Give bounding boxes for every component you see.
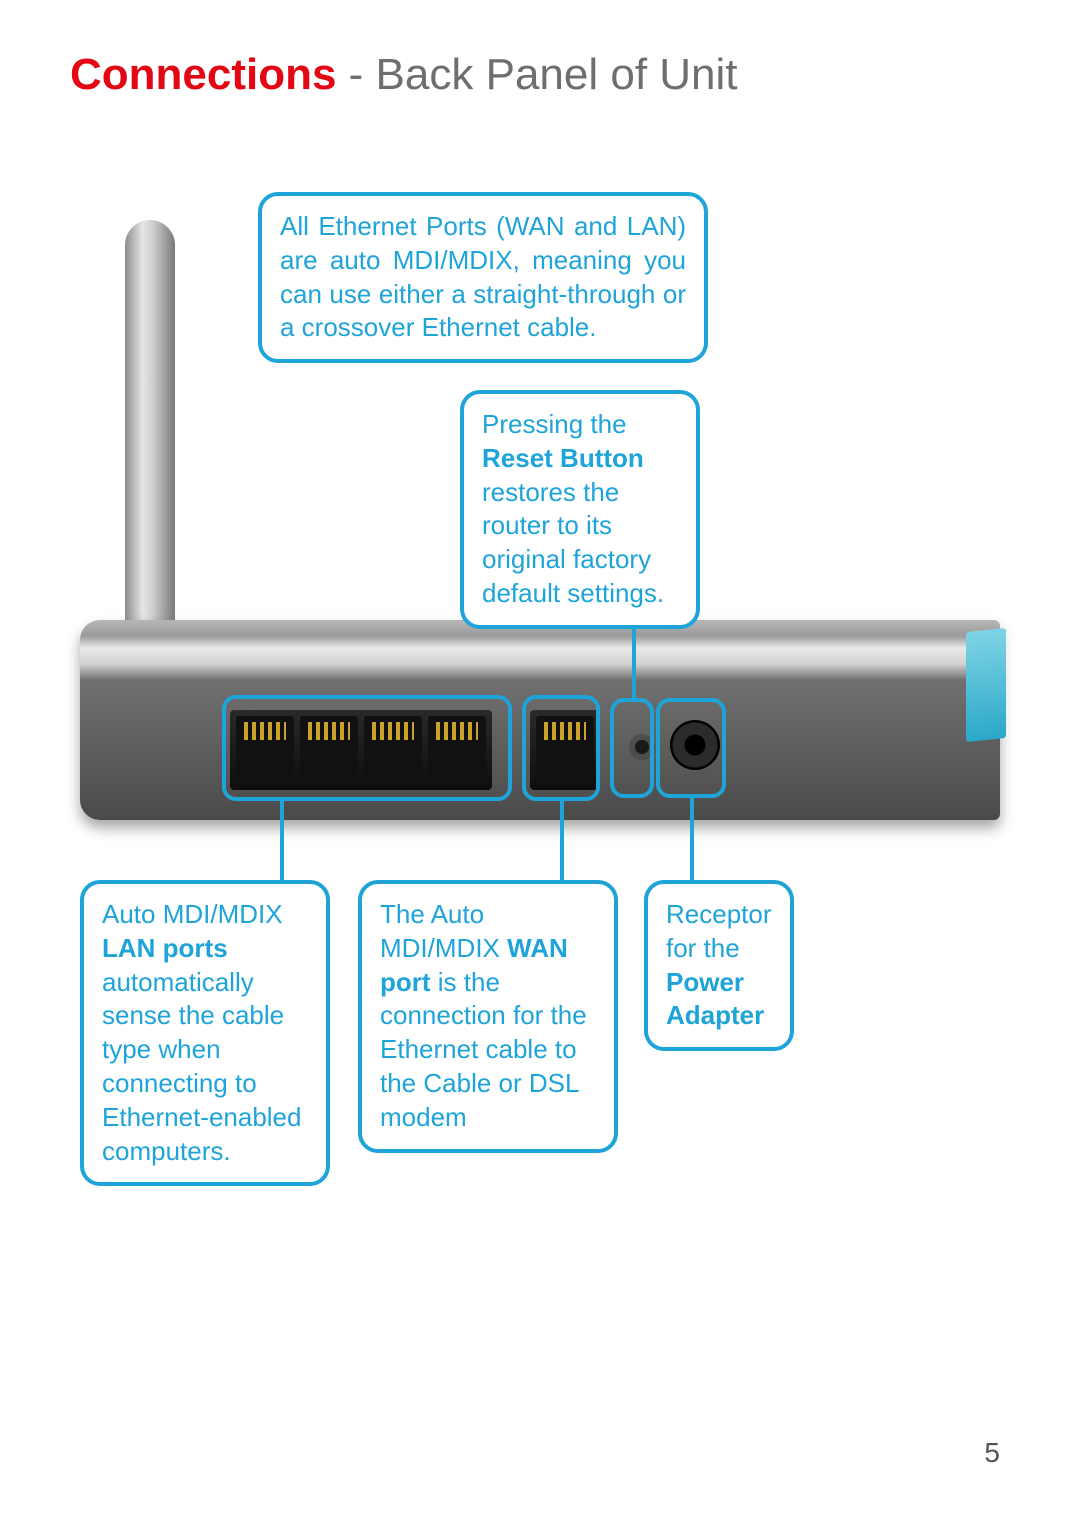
callout-mdi-text: All Ethernet Ports (WAN and LAN) are aut…: [280, 211, 686, 342]
page-title: Connections - Back Panel of Unit: [70, 50, 738, 100]
leader-lan: [280, 801, 284, 880]
leader-power: [690, 798, 694, 880]
callout-lan: Auto MDI/MDIX LAN ports automatically se…: [80, 880, 330, 1186]
callout-lan-post: automatically sense the cable type when …: [102, 967, 301, 1166]
router-accent-label: [966, 628, 1006, 742]
callout-reset: Pressing the Reset Button restores the r…: [460, 390, 700, 629]
title-bold: Connections: [70, 50, 336, 99]
callout-lan-bold: LAN ports: [102, 933, 228, 963]
callout-reset-post: restores the router to its original fact…: [482, 477, 664, 608]
hl-wan: [522, 695, 600, 801]
callout-wan-pre: The Auto MDI/MDIX: [380, 899, 507, 963]
hl-power: [656, 698, 726, 798]
hl-lan: [222, 695, 512, 801]
callout-reset-pre: Pressing the: [482, 409, 627, 439]
callout-lan-pre: Auto MDI/MDIX: [102, 899, 283, 929]
callout-power-pre: Receptor for the: [666, 899, 772, 963]
title-rest: - Back Panel of Unit: [336, 50, 737, 99]
hl-reset: [610, 698, 654, 798]
callout-power-bold: Power Adapter: [666, 967, 764, 1031]
callout-power: Receptor for the Power Adapter: [644, 880, 794, 1051]
callout-wan: The Auto MDI/MDIX WAN port is the connec…: [358, 880, 618, 1153]
callout-reset-bold: Reset Button: [482, 443, 644, 473]
page-number: 5: [984, 1437, 1000, 1469]
leader-wan: [560, 801, 564, 880]
callout-mdi: All Ethernet Ports (WAN and LAN) are aut…: [258, 192, 708, 363]
manual-page: Connections - Back Panel of Unit All Eth…: [0, 0, 1080, 1529]
